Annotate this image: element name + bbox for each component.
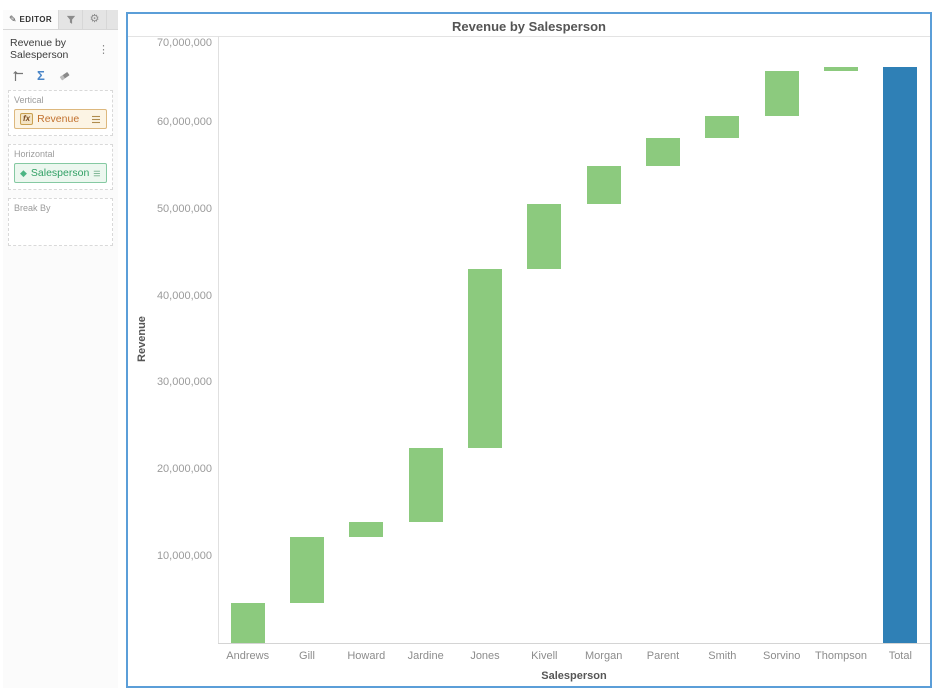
waterfall-bar-howard[interactable] — [349, 522, 384, 538]
waterfall-bar-andrews[interactable] — [230, 603, 265, 643]
filter-icon — [66, 15, 75, 24]
y-axis-title: Revenue — [136, 316, 148, 362]
waterfall-chart-widget[interactable]: Revenue by Salesperson Revenue Salespers… — [126, 12, 932, 688]
tab-settings[interactable]: ⚙ — [83, 10, 108, 29]
x-tick-label: Thompson — [815, 650, 867, 662]
drop-zone-label: Vertical — [14, 95, 44, 105]
y-tick-label: 60,000,000 — [156, 116, 212, 129]
chart-title: Revenue by Salesperson — [452, 19, 606, 34]
drop-zone-label: Horizontal — [14, 149, 55, 159]
waterfall-bar-parent[interactable] — [646, 137, 680, 166]
metric-fx-icon: fx — [20, 113, 34, 125]
waterfall-bar-jardine[interactable] — [408, 448, 443, 523]
x-tick-label: Andrews — [226, 650, 270, 662]
kebab-menu-icon[interactable]: ⋮ — [98, 43, 109, 56]
x-tick-label: Gill — [299, 650, 315, 662]
y-axis-line — [218, 36, 219, 643]
y-tick-label: 50,000,000 — [156, 202, 212, 215]
attribute-diamond-icon: ◆ — [20, 167, 27, 178]
panel-heading: Revenue by Salesperson ⋮ — [8, 37, 113, 67]
y-tick-label: 30,000,000 — [156, 376, 212, 389]
tab-editor-label: EDITOR — [19, 15, 53, 24]
waterfall-bar-thompson[interactable] — [824, 66, 858, 72]
metrics-sigma-icon[interactable]: Σ — [37, 68, 45, 83]
x-tick-label: Sorvino — [763, 650, 801, 662]
gear-icon: ⚙ — [89, 13, 100, 25]
x-tick-label: Morgan — [585, 650, 623, 662]
panel-body: Revenue by Salesperson ⋮ Σ — [3, 30, 118, 688]
drop-zone-horizontal[interactable]: Horizontal ◆ Salesperson — [8, 144, 113, 190]
x-tick-label: Parent — [646, 650, 680, 662]
tab-editor[interactable]: ✎ EDITOR — [3, 10, 60, 29]
x-tick-label: Kivell — [531, 650, 558, 662]
panel-tabbar: ✎ EDITOR ⚙ — [3, 10, 118, 30]
field-menu-icon[interactable] — [91, 115, 101, 124]
waterfall-bar-gill[interactable] — [290, 537, 324, 604]
y-tick-label: 40,000,000 — [156, 289, 212, 302]
x-tick-label: Smith — [708, 650, 737, 662]
eraser-icon[interactable] — [58, 70, 70, 82]
y-tick-label: 70,000,000 — [156, 37, 212, 49]
drop-zone-vertical[interactable]: Vertical fx Revenue — [8, 90, 113, 136]
editor-panel: ✎ EDITOR ⚙ Revenue by Salesperson ⋮ — [3, 10, 118, 688]
field-pill-revenue[interactable]: fx Revenue — [14, 109, 107, 129]
x-axis-title: Salesperson — [541, 670, 607, 682]
x-tick-label: Jones — [470, 650, 500, 662]
waterfall-bar-sorvino[interactable] — [764, 71, 799, 117]
field-pill-salesperson[interactable]: ◆ Salesperson — [14, 163, 107, 183]
waterfall-bar-jones[interactable] — [468, 268, 502, 449]
drop-zone-break-by[interactable]: Break By — [8, 198, 113, 246]
waterfall-bar-smith[interactable] — [705, 116, 740, 138]
x-tick-label: Howard — [347, 650, 386, 662]
waterfall-bar-morgan[interactable] — [586, 165, 621, 204]
y-tick-label: 20,000,000 — [156, 463, 212, 476]
field-name: Salesperson — [30, 167, 90, 179]
x-axis-line — [218, 643, 930, 644]
pencil-icon: ✎ — [9, 14, 17, 24]
x-tick-label: Jardine — [407, 650, 444, 662]
swap-axes-icon[interactable] — [12, 70, 24, 82]
tab-filter[interactable] — [59, 10, 84, 29]
field-menu-icon[interactable] — [93, 169, 101, 178]
panel-toolbar: Σ — [8, 67, 113, 90]
field-name: Revenue — [37, 113, 80, 125]
waterfall-bar-kivell[interactable] — [527, 203, 562, 269]
panel-title: Revenue by Salesperson — [10, 37, 69, 61]
waterfall-bar-total[interactable] — [883, 66, 918, 643]
drop-zone-label: Break By — [14, 203, 51, 213]
gridline-top — [128, 36, 930, 37]
y-tick-label: 10,000,000 — [156, 549, 212, 562]
x-tick-label: Total — [888, 650, 912, 662]
